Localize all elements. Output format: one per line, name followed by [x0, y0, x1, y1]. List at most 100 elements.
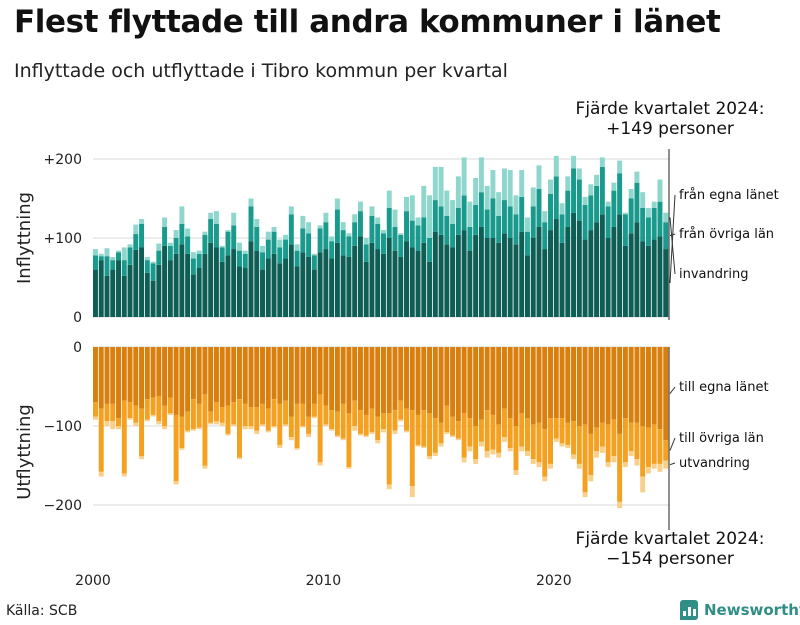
bar-in-s0 [208, 242, 214, 317]
bar-out-s1 [363, 414, 369, 436]
bar-in-s0 [576, 220, 582, 317]
bar-out-s1 [127, 402, 133, 419]
bar-out-s2 [617, 501, 623, 509]
bar-in-s0 [242, 268, 248, 317]
bar-in-s1 [427, 238, 433, 262]
page-subtitle: Inflyttade och utflyttade i Tibro kommun… [14, 60, 508, 82]
bar-in-s2 [139, 219, 145, 224]
legend-tick [669, 233, 676, 237]
bar-out-s1 [450, 416, 456, 436]
bar-out-s1 [179, 416, 185, 449]
bar-out-s2 [657, 463, 663, 472]
bar-out-s1 [386, 413, 392, 485]
bar-out-s1 [663, 440, 669, 461]
bar-in-s2 [104, 248, 110, 257]
bar-in-s0 [553, 219, 559, 317]
bar-out-s0 [548, 347, 553, 419]
bar-in-s2 [519, 170, 525, 197]
bar-in-s1 [265, 239, 271, 259]
bar-in-s1 [628, 198, 634, 234]
legend-label-inflow: invandring [679, 267, 748, 282]
bar-out-s2 [329, 429, 335, 431]
bar-out-s1 [121, 400, 127, 474]
bar-in-s1 [432, 200, 438, 232]
bar-in-s1 [185, 236, 191, 254]
bar-out-s1 [369, 408, 375, 433]
bar-out-s1 [190, 399, 196, 430]
bar-in-s0 [323, 249, 329, 317]
bar-out-s1 [565, 422, 571, 445]
bar-in-s0 [116, 260, 121, 317]
bar-in-s2 [404, 196, 409, 212]
bar-in-s0 [594, 222, 600, 317]
bar-in-s2 [427, 195, 433, 238]
bar-out-s0 [340, 347, 346, 404]
bar-in-s2 [219, 245, 225, 248]
bar-out-s1 [392, 410, 398, 431]
bar-in-s1 [104, 256, 110, 276]
bar-out-s2 [444, 432, 450, 434]
bar-in-s1 [260, 252, 265, 270]
bar-out-s1 [98, 408, 104, 472]
bar-in-s2 [536, 165, 542, 190]
bar-in-s1 [651, 207, 657, 240]
bar-in-s0 [98, 260, 104, 317]
bar-out-s0 [634, 347, 640, 423]
bar-out-s0 [484, 347, 490, 411]
bar-out-s0 [478, 347, 484, 420]
bar-in-s2 [196, 250, 202, 254]
bar-in-s2 [490, 170, 496, 199]
bar-in-s0 [110, 269, 116, 317]
bar-out-s2 [340, 438, 346, 441]
bar-out-s2 [300, 426, 306, 428]
bar-out-s2 [185, 430, 191, 433]
bar-out-s0 [525, 347, 530, 419]
bar-out-s2 [237, 457, 242, 460]
x-axis: 2000 2010 2020 [75, 573, 571, 589]
bar-out-s0 [622, 347, 628, 419]
bar-in-s2 [398, 233, 404, 235]
legend-label-inflow: från övriga län [679, 227, 774, 242]
bar-in-s1 [323, 222, 329, 250]
bar-out-s1 [548, 418, 553, 464]
bar-in-s0 [265, 258, 271, 317]
bar-out-s0 [104, 347, 110, 404]
brand-logo[interactable]: Newsworthy [680, 600, 800, 620]
bar-in-s1 [352, 222, 358, 246]
bar-out-s0 [530, 347, 536, 425]
bar-in-s0 [311, 269, 317, 317]
bar-in-s1 [277, 247, 283, 264]
bar-out-s0 [167, 347, 173, 398]
bar-out-s2 [139, 456, 145, 460]
bar-out-s1 [300, 403, 306, 426]
bar-out-s2 [594, 451, 600, 458]
bar-out-s2 [208, 422, 214, 425]
bar-in-s0 [617, 214, 623, 317]
bar-in-s2 [507, 170, 513, 207]
bar-in-s0 [450, 247, 456, 317]
bar-out-s0 [196, 347, 202, 404]
bar-in-s0 [260, 269, 265, 317]
bar-out-s2 [173, 481, 179, 485]
bar-out-s1 [530, 424, 536, 460]
bar-out-s0 [133, 347, 139, 406]
bar-in-s2 [640, 192, 646, 208]
bar-in-s1 [490, 198, 496, 238]
bar-in-s0 [283, 258, 289, 317]
bar-out-s2 [599, 446, 605, 453]
bar-out-s0 [237, 347, 242, 400]
bar-in-s2 [438, 166, 444, 207]
bar-in-s0 [225, 255, 231, 317]
bar-out-s0 [605, 347, 611, 425]
bar-in-s0 [404, 241, 409, 317]
bar-in-s1 [409, 220, 415, 248]
bar-in-s1 [461, 195, 467, 231]
bar-in-s1 [588, 195, 594, 231]
bar-in-s1 [363, 244, 369, 262]
bar-in-s0 [496, 242, 502, 317]
bar-out-s0 [507, 347, 513, 419]
bar-out-s2 [98, 471, 104, 477]
bar-out-s2 [283, 424, 289, 426]
bar-out-s2 [110, 421, 116, 430]
bar-out-s1 [150, 397, 156, 415]
